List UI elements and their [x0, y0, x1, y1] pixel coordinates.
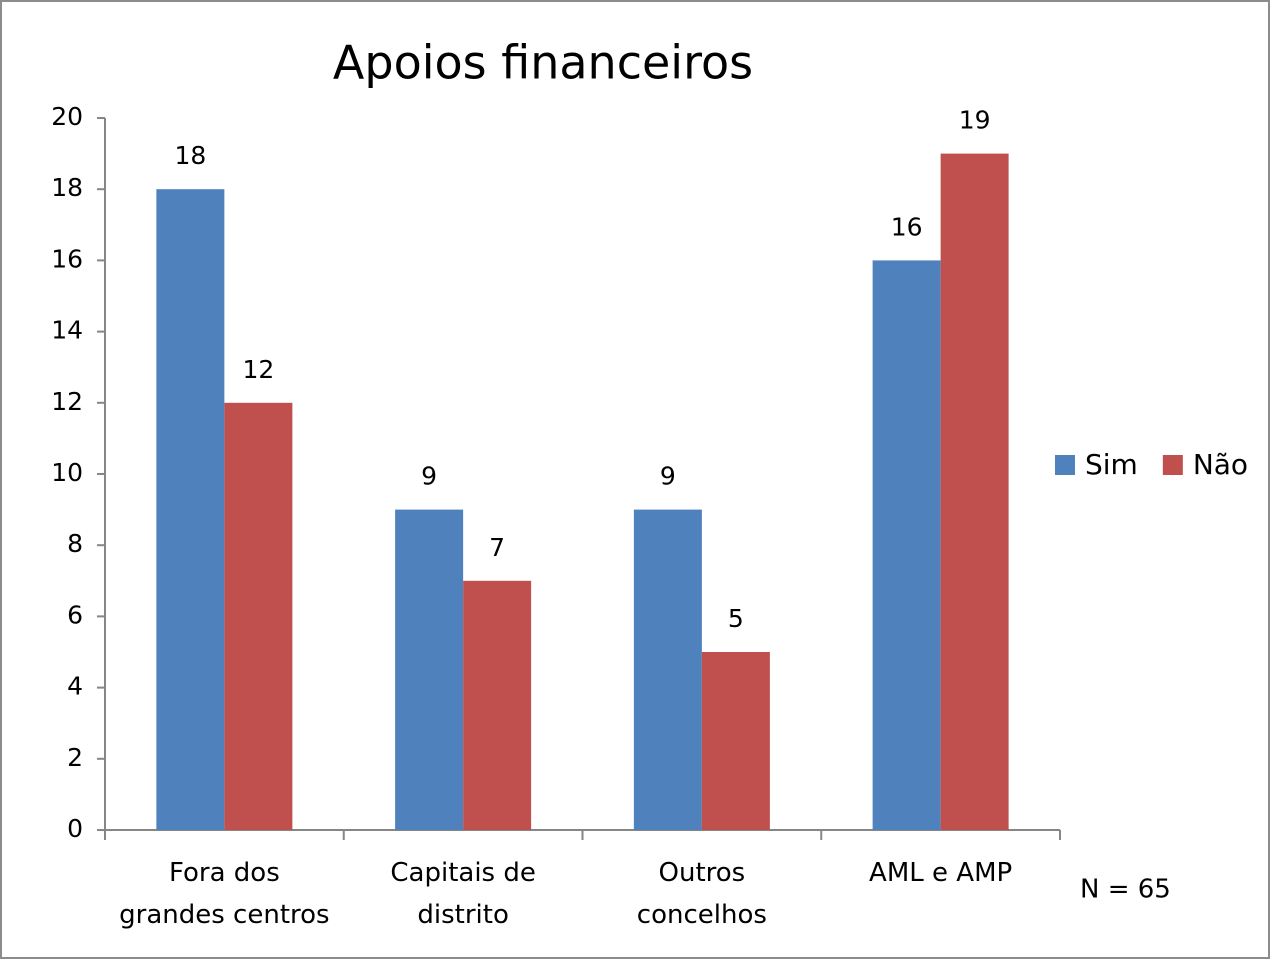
- y-tick-label: 10: [51, 458, 83, 487]
- data-label: 7: [489, 533, 505, 562]
- legend-swatch: [1055, 455, 1075, 475]
- data-label: 9: [660, 462, 676, 491]
- bar: [701, 652, 770, 830]
- data-label: 9: [421, 462, 437, 491]
- bar: [463, 580, 532, 830]
- y-tick-label: 12: [51, 387, 83, 416]
- y-tick-label: 16: [51, 244, 83, 273]
- chart-title: Apoios financeiros: [333, 36, 753, 90]
- bar: [872, 260, 941, 830]
- bar: [224, 402, 293, 830]
- data-label: 16: [891, 212, 923, 241]
- bar: [940, 153, 1009, 831]
- bar: [395, 509, 464, 830]
- data-label: 12: [242, 355, 274, 384]
- data-label: 19: [959, 106, 991, 135]
- x-tick-label: Outros concelhos: [636, 858, 767, 930]
- data-label: 18: [174, 141, 206, 170]
- y-tick-label: 2: [67, 743, 83, 772]
- x-tick-label: AML e AMP: [869, 858, 1013, 888]
- y-tick-label: 6: [67, 600, 83, 629]
- x-tick-label: Capitais de distrito: [390, 858, 536, 930]
- y-tick-label: 20: [51, 102, 83, 131]
- x-tick-label: Fora dos grandes centros: [119, 858, 330, 930]
- data-label: 5: [728, 604, 744, 633]
- y-tick-label: 8: [67, 529, 83, 558]
- y-tick-label: 0: [67, 814, 83, 843]
- legend-label: Sim: [1085, 448, 1138, 481]
- annotation: N = 65: [1080, 875, 1171, 905]
- legend-swatch: [1162, 455, 1183, 475]
- y-tick-label: 18: [51, 173, 83, 202]
- y-tick-label: 14: [51, 316, 83, 345]
- y-tick-label: 4: [67, 672, 83, 701]
- bar: [156, 189, 225, 830]
- legend-label: Não: [1193, 448, 1248, 481]
- bar: [633, 509, 702, 830]
